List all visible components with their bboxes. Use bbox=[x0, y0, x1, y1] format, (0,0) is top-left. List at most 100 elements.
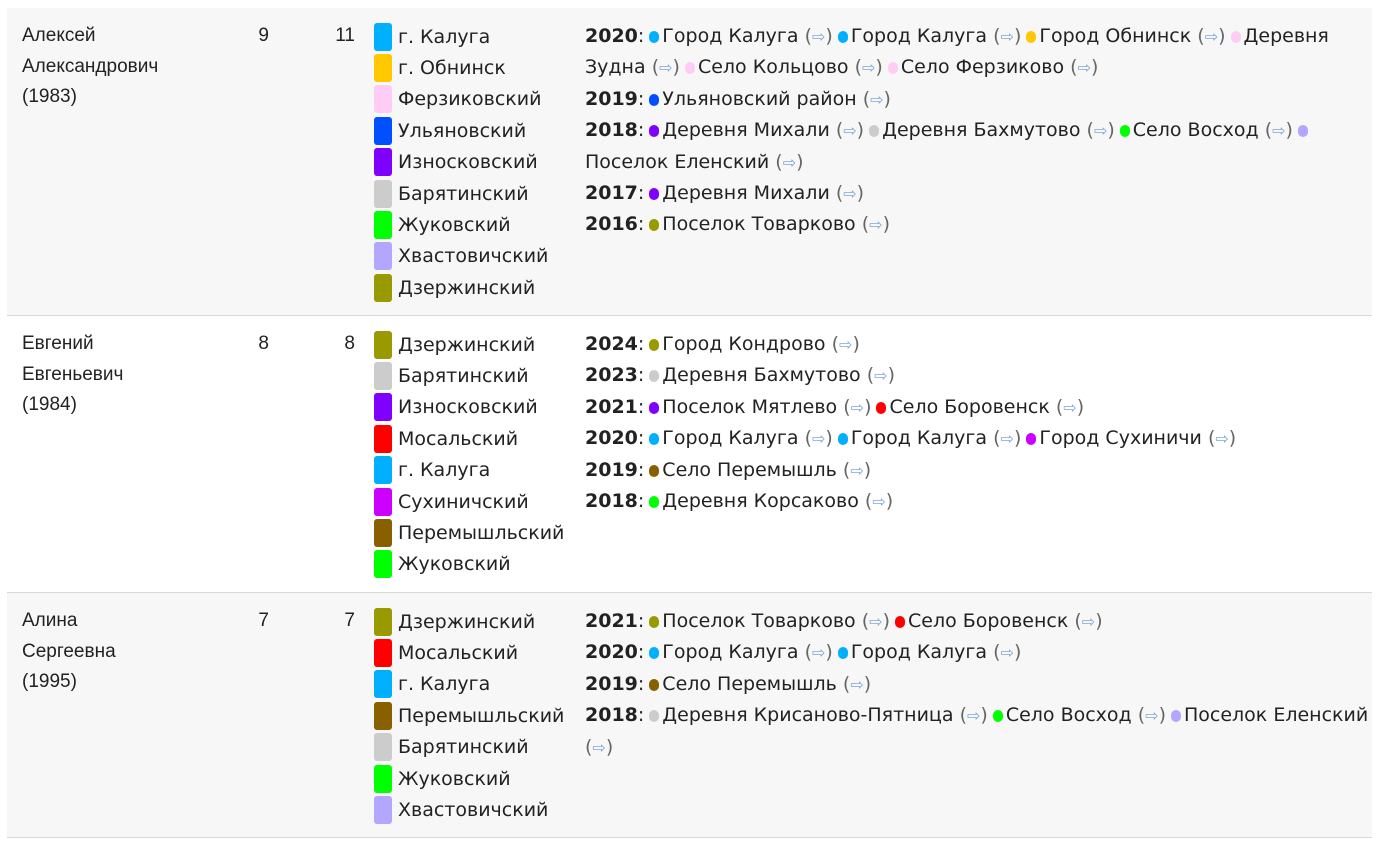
district-dot-icon bbox=[837, 31, 848, 43]
district-dot-icon bbox=[869, 125, 880, 138]
district-item: Ферзиковский bbox=[374, 84, 585, 115]
district-name: Сухиничский bbox=[398, 490, 529, 513]
history-year: 2018 bbox=[585, 490, 638, 513]
place-link-arrow-icon[interactable]: ⇨ bbox=[1204, 27, 1219, 46]
district-item: Жуковский bbox=[374, 549, 585, 580]
district-color-swatch bbox=[374, 456, 392, 485]
person-name-cell: Евгений Евгеньевич (1984) bbox=[7, 316, 219, 592]
district-color-swatch bbox=[374, 211, 392, 240]
paren-open: ( bbox=[804, 641, 812, 664]
district-item: Дзержинский bbox=[374, 272, 585, 303]
place-link-arrow-icon[interactable]: ⇨ bbox=[850, 674, 864, 694]
count-places: 11 bbox=[335, 25, 355, 46]
district-item: г. Обнинск bbox=[374, 52, 585, 83]
place-link-arrow-icon[interactable]: ⇨ bbox=[1093, 121, 1108, 141]
place-link-arrow-icon[interactable]: ⇨ bbox=[782, 152, 797, 172]
paren-open: ( bbox=[835, 182, 844, 205]
place-name: Город Обнинск bbox=[1039, 25, 1192, 47]
paren-close: ) bbox=[1158, 704, 1166, 727]
district-dot-icon bbox=[837, 433, 848, 446]
table-row: Евгений Евгеньевич (1984) 8 8 Дзержинский Баря… bbox=[7, 316, 1372, 593]
history-year: 2018 bbox=[585, 704, 638, 727]
history-year-line: 2020: Город Калуга (⇨) Город Калуга (⇨) bbox=[585, 641, 1022, 664]
history-year-line: 2024: Город Кондрово (⇨) bbox=[585, 333, 860, 355]
place-link-arrow-icon[interactable]: ⇨ bbox=[869, 612, 883, 631]
place-link-arrow-icon[interactable]: ⇨ bbox=[1077, 58, 1091, 78]
district-color-swatch bbox=[374, 148, 392, 177]
district-item: Дзержинский bbox=[374, 606, 585, 637]
place-link-arrow-icon[interactable]: ⇨ bbox=[1215, 429, 1229, 449]
place-link-arrow-icon[interactable]: ⇨ bbox=[1272, 121, 1286, 141]
district-list: г. Калуга г. Обнинск Ферзиковский Ульяновск… bbox=[355, 8, 585, 315]
place-link-arrow-icon[interactable]: ⇨ bbox=[872, 492, 886, 512]
place-link-arrow-icon[interactable]: ⇨ bbox=[659, 58, 673, 78]
place-link-arrow-icon[interactable]: ⇨ bbox=[850, 460, 864, 480]
place-link-arrow-icon[interactable]: ⇨ bbox=[1145, 706, 1159, 726]
place-link-arrow-icon[interactable]: ⇨ bbox=[592, 737, 606, 757]
history-year: 2021 bbox=[585, 395, 638, 418]
place-link-arrow-icon[interactable]: ⇨ bbox=[874, 366, 888, 386]
place-link-arrow-icon[interactable]: ⇨ bbox=[812, 429, 826, 449]
district-dot-icon bbox=[1297, 125, 1308, 138]
place-link-arrow-icon[interactable]: ⇨ bbox=[1000, 643, 1014, 663]
place-link-arrow-icon[interactable]: ⇨ bbox=[850, 397, 865, 417]
paren-open: ( bbox=[1070, 56, 1078, 79]
paren-open: ( bbox=[854, 56, 863, 79]
district-item: г. Калуга bbox=[374, 455, 585, 486]
district-name: Мосальский bbox=[398, 642, 519, 665]
place-link-arrow-icon[interactable]: ⇨ bbox=[870, 89, 884, 109]
place-link-arrow-icon[interactable]: ⇨ bbox=[1000, 429, 1014, 449]
place-link-arrow-icon[interactable]: ⇨ bbox=[1063, 397, 1077, 417]
place-name: Село Восход bbox=[1005, 704, 1132, 727]
district-dot-icon bbox=[887, 62, 898, 75]
paren-close: ) bbox=[856, 119, 865, 142]
place-name: Поселок Еленский bbox=[585, 150, 770, 173]
district-dot-icon bbox=[649, 31, 660, 43]
district-color-swatch bbox=[374, 519, 392, 548]
persons-table: Алексей Александрович (1983) 9 11 г. Калуга г.… bbox=[7, 8, 1372, 838]
place-link-arrow-icon[interactable]: ⇨ bbox=[1081, 612, 1096, 631]
place-link-arrow-icon[interactable]: ⇨ bbox=[843, 184, 857, 204]
district-dot-icon bbox=[649, 125, 660, 138]
district-list: Дзержинский Барятинский Износковский Мосаль… bbox=[355, 316, 585, 592]
district-dot-icon bbox=[684, 62, 695, 75]
paren-open: ( bbox=[959, 704, 967, 727]
history-year: 2023 bbox=[585, 364, 638, 387]
place-name: Поселок Мятлево bbox=[662, 395, 838, 418]
history-year: 2016 bbox=[585, 213, 638, 236]
paren-open: ( bbox=[1086, 119, 1094, 142]
place-link-arrow-icon[interactable]: ⇨ bbox=[812, 27, 826, 46]
paren-close: ) bbox=[887, 364, 895, 387]
district-item: Барятинский bbox=[374, 360, 585, 391]
paren-open: ( bbox=[804, 427, 812, 450]
district-name: г. Калуга bbox=[398, 25, 491, 48]
district-name: Хвастовичский bbox=[398, 799, 549, 822]
place-name: Ульяновский район bbox=[662, 87, 857, 110]
history-year: 2018 bbox=[585, 119, 638, 142]
district-name: Хвастовичский bbox=[398, 245, 549, 268]
history-year: 2019 bbox=[585, 458, 638, 481]
district-name: Дзержинский bbox=[398, 333, 536, 356]
count-districts: 7 bbox=[258, 610, 269, 631]
person-name-line: (1995) bbox=[22, 671, 77, 692]
count-places: 7 bbox=[344, 610, 355, 631]
paren-close: ) bbox=[863, 672, 872, 695]
district-color-swatch bbox=[374, 242, 392, 271]
place-link-arrow-icon[interactable]: ⇨ bbox=[1000, 27, 1014, 46]
paren-close: ) bbox=[883, 87, 891, 110]
place-link-arrow-icon[interactable]: ⇨ bbox=[869, 215, 883, 235]
district-dot-icon bbox=[649, 496, 660, 509]
place-link-arrow-icon[interactable]: ⇨ bbox=[966, 706, 981, 726]
person-name-cell: Алексей Александрович (1983) bbox=[7, 8, 219, 315]
district-item: Жуковский bbox=[374, 209, 585, 240]
district-dot-icon bbox=[1026, 31, 1037, 43]
place-link-arrow-icon[interactable]: ⇨ bbox=[862, 58, 876, 78]
paren-open: ( bbox=[993, 25, 1001, 47]
paren-close: ) bbox=[885, 490, 894, 513]
place-link-arrow-icon[interactable]: ⇨ bbox=[812, 643, 826, 663]
district-color-swatch bbox=[374, 85, 392, 114]
place-link-arrow-icon[interactable]: ⇨ bbox=[839, 335, 853, 354]
place-link-arrow-icon[interactable]: ⇨ bbox=[843, 121, 857, 141]
district-name: Жуковский bbox=[398, 767, 511, 790]
district-dot-icon bbox=[649, 710, 660, 723]
